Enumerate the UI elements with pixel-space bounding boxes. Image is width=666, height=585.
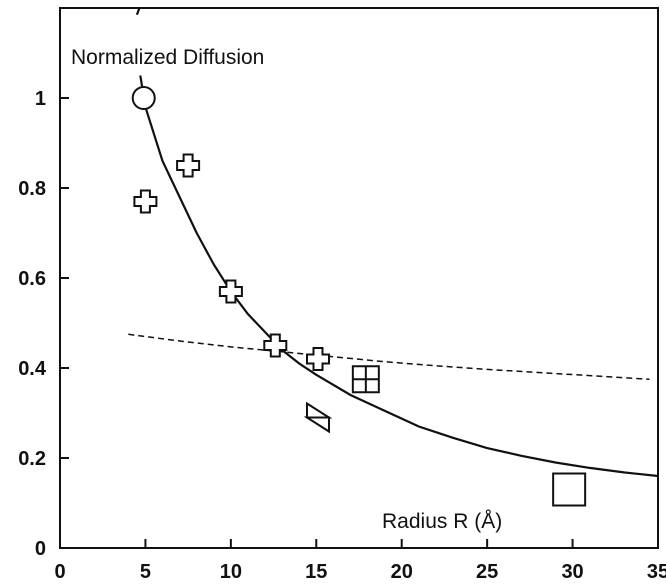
x-tick-label: 0 [54, 561, 65, 583]
cross-marker [306, 347, 330, 371]
x-tick-label: 30 [561, 561, 583, 583]
x-tick-label: 5 [140, 561, 151, 583]
x-tick-label: 15 [305, 561, 327, 583]
y-tick-label: 0 [35, 538, 46, 560]
square-cross-marker [351, 365, 380, 394]
fit-curve [139, 75, 659, 478]
chart-title: Normalized Diffusion [71, 46, 264, 69]
x-axis-label: Radius R (Å) [382, 510, 502, 533]
x-axis-ticks: 0 5 10 15 20 25 30 35 [54, 539, 666, 583]
cross-marker [263, 333, 288, 358]
bowtie-marker [303, 401, 333, 434]
y-tick-label: 0.8 [18, 178, 46, 200]
x-tick-label: 10 [220, 561, 242, 583]
fit-curve [135, 7, 141, 16]
circle-marker [131, 86, 156, 110]
cross-marker [218, 279, 243, 304]
cross-marker [176, 153, 201, 178]
x-tick-label: 20 [391, 561, 413, 583]
y-tick-label: 0.2 [18, 448, 46, 470]
y-tick-label: 1 [35, 88, 46, 110]
y-tick-label: 0.6 [18, 268, 46, 290]
square-marker [552, 472, 587, 507]
dashed-curve [128, 333, 650, 381]
data-points [131, 86, 587, 507]
x-tick-label: 35 [647, 561, 666, 583]
y-tick-label: 0.4 [18, 358, 47, 380]
y-axis-ticks: 0 0.2 0.4 0.6 0.8 1 [18, 88, 69, 560]
fit-curves [128, 7, 659, 478]
cross-marker [133, 189, 158, 214]
x-tick-label: 25 [476, 561, 498, 583]
